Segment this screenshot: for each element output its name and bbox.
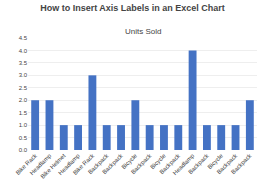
svg-text:Headlamp: Headlamp [172, 152, 196, 176]
svg-text:0.5: 0.5 [19, 135, 28, 141]
svg-text:Backpack: Backpack [230, 152, 253, 175]
svg-text:Backpack: Backpack [158, 152, 181, 175]
svg-text:Backpack: Backpack [130, 152, 153, 175]
svg-text:Backpack: Backpack [187, 152, 210, 175]
svg-text:Headlamp: Headlamp [29, 152, 53, 176]
svg-text:2.5: 2.5 [19, 85, 28, 91]
svg-text:2.0: 2.0 [19, 97, 28, 103]
svg-text:4.0: 4.0 [19, 48, 28, 54]
svg-text:3.0: 3.0 [19, 72, 28, 78]
svg-text:Bicycle: Bicycle [120, 152, 138, 170]
svg-text:4.5: 4.5 [19, 35, 28, 41]
svg-text:Bike Rack: Bike Rack [72, 152, 96, 176]
svg-text:Bicycle: Bicycle [206, 152, 224, 170]
svg-text:Backpack: Backpack [87, 152, 110, 175]
svg-text:Units Sold: Units Sold [125, 27, 161, 36]
svg-text:Bike Rack: Bike Rack [15, 152, 39, 176]
svg-text:Bicycle: Bicycle [149, 152, 167, 170]
svg-text:0.0: 0.0 [19, 147, 28, 153]
svg-text:Backpack: Backpack [216, 152, 239, 175]
svg-text:Bike Helmet: Bike Helmet [39, 152, 66, 179]
svg-text:1.0: 1.0 [19, 122, 28, 128]
svg-text:3.5: 3.5 [19, 60, 28, 66]
svg-text:How to Insert Axis Labels in a: How to Insert Axis Labels in an Excel Ch… [40, 3, 225, 13]
svg-text:1.5: 1.5 [19, 110, 28, 116]
svg-text:Headlamp: Headlamp [57, 152, 81, 176]
svg-text:Backpack: Backpack [101, 152, 124, 175]
